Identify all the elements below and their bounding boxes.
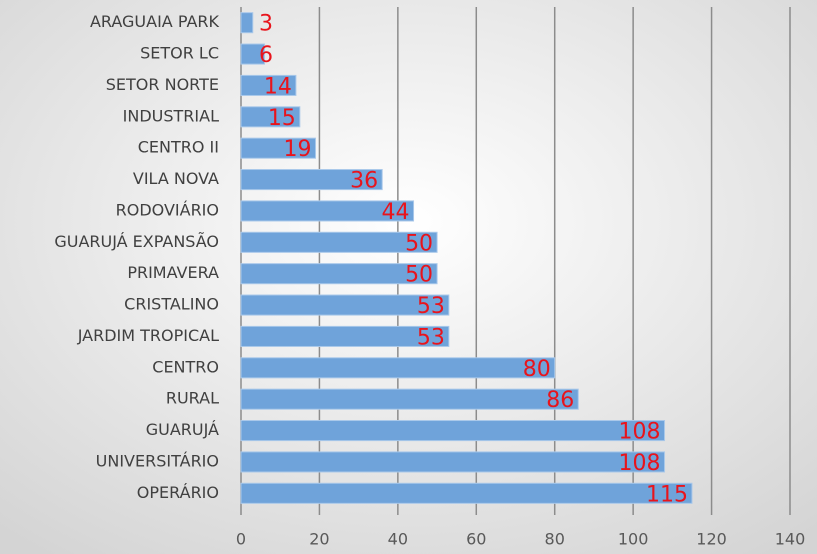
data-label: 50 [405,231,433,256]
bar [240,294,450,316]
y-tick-label: PRIMAVERA [127,263,219,282]
data-label: 15 [268,106,296,131]
x-tick-label: 140 [775,530,806,549]
data-label: 53 [417,294,445,319]
data-label: 3 [259,12,273,37]
bar [240,420,666,442]
data-label: 115 [646,482,688,507]
data-label: 86 [546,388,574,413]
x-tick-label: 20 [309,530,329,549]
data-label: 80 [523,357,551,382]
y-tick-label: ARAGUAIA PARK [90,12,220,31]
x-tick-label: 60 [466,530,486,549]
y-tick-label: CENTRO [152,357,219,376]
x-tick-label: 80 [545,530,565,549]
bar [240,357,556,379]
y-tick-label: RURAL [166,389,219,408]
y-tick-label: INDUSTRIAL [123,106,219,125]
x-tick-label: 0 [236,530,246,549]
data-label: 14 [264,74,292,99]
y-tick-label: RODOVIÁRIO [116,200,219,219]
data-label: 108 [619,451,661,476]
data-label: 53 [417,325,445,350]
y-tick-label: GUARUJÁ EXPANSÃO [54,232,219,251]
x-tick-label: 120 [696,530,727,549]
x-tick-label: 100 [618,530,649,549]
data-label: 6 [259,43,273,68]
bar [240,106,301,128]
bar [240,482,693,504]
bar [240,231,438,253]
y-tick-label: UNIVERSITÁRIO [96,451,219,470]
bar [240,388,579,410]
y-tick-label: SETOR NORTE [106,75,219,94]
data-label: 36 [350,169,378,194]
data-label: 19 [284,137,312,162]
bar [240,263,438,285]
bar [240,325,450,347]
bar [240,169,383,191]
y-tick-label: CRISTALINO [124,295,219,314]
data-label: 108 [619,420,661,445]
y-tick-label: JARDIM TROPICAL [77,326,219,345]
y-tick-label: GUARUJÁ [146,420,219,439]
y-tick-label: SETOR LC [140,44,219,63]
bar [240,451,666,473]
data-label: 50 [405,263,433,288]
bar [240,43,266,65]
y-tick-label: CENTRO II [138,138,219,157]
bar [240,74,297,96]
bar [240,137,317,159]
bar [240,200,415,222]
data-label: 44 [382,200,410,225]
x-tick-label: 40 [388,530,408,549]
bar [240,12,254,34]
y-tick-label: OPERÁRIO [137,483,219,502]
y-tick-label: VILA NOVA [133,169,219,188]
